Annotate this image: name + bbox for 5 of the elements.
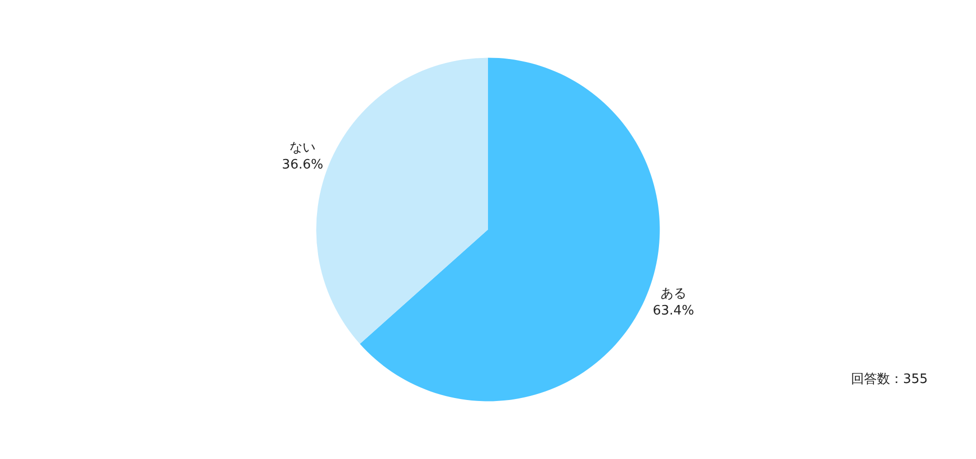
text: 回答数：355 bbox=[851, 372, 928, 387]
data-label: 63.4% bbox=[652, 303, 694, 318]
slice-label: ある bbox=[660, 286, 686, 302]
slice-label: ない bbox=[290, 140, 316, 156]
data-label: 36.6% bbox=[282, 158, 324, 173]
